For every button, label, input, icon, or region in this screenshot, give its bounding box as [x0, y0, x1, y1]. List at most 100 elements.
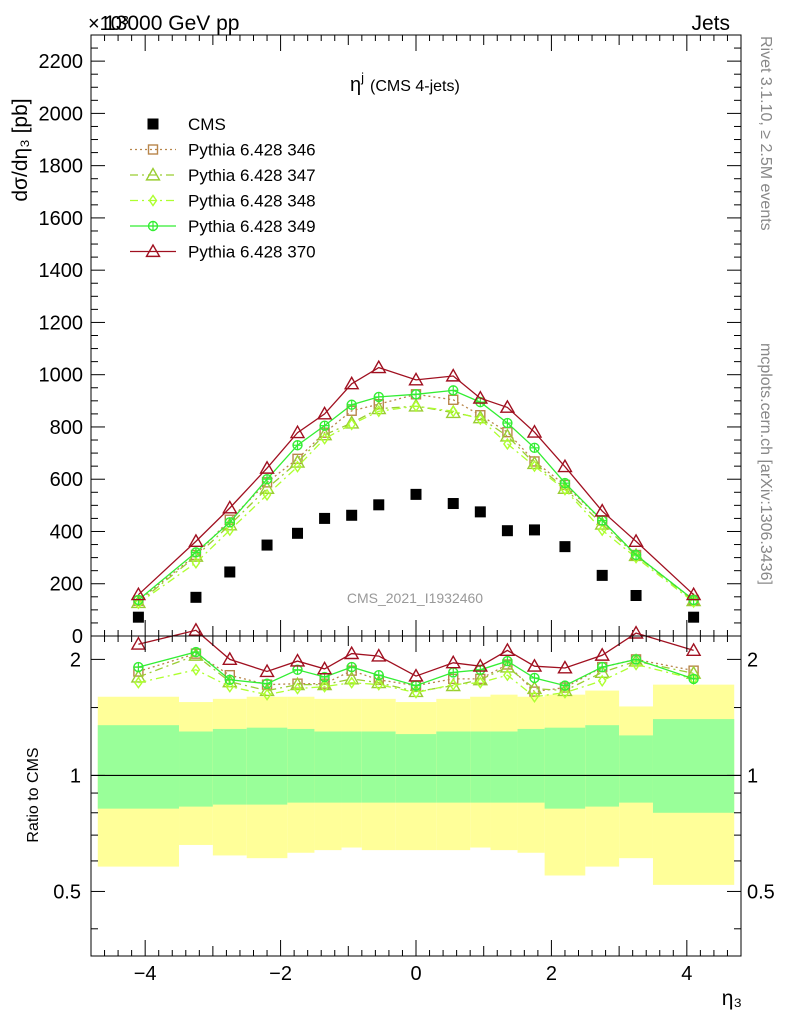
cms-data-point-6 [346, 509, 358, 521]
ratio-347-point-3 [259, 682, 275, 697]
ratio-347-point-7 [371, 674, 387, 689]
ratio-line-346 [138, 652, 694, 693]
ratio-348-point-11 [503, 668, 512, 682]
ratio-370-point-1 [188, 622, 204, 636]
cms-data-point-14 [596, 569, 608, 581]
ratio-347-point-11 [499, 659, 516, 673]
series-348-point-3 [262, 488, 272, 502]
series-370-point-16 [685, 586, 702, 601]
series-347-point-13 [557, 480, 573, 494]
ratio-349-point-15 [630, 654, 642, 665]
x-tick-label-3: 2 [546, 963, 557, 985]
legend-marker-349 [147, 220, 159, 232]
ratio-band-inner-3 [246, 727, 288, 805]
ratio-349-point-4 [292, 664, 303, 675]
ratio-uncertainty-bands [91, 684, 741, 885]
y-tick-label-7: 1400 [39, 260, 84, 282]
series-347-point-7 [371, 400, 387, 415]
ratio-370-point-16 [685, 642, 702, 657]
legend-marker-346 [147, 144, 159, 155]
series-348-point-1 [191, 556, 201, 570]
y-tick-label-4: 800 [50, 417, 83, 439]
y-axis-label: dσ/dη₃ [pb] [9, 98, 32, 201]
ratio-349-point-7 [373, 669, 384, 681]
ratio-370-point-15 [628, 625, 644, 639]
y-exponent-label: ×10³ [88, 13, 129, 35]
ratio-347-point-0 [130, 669, 147, 683]
ratio-348-point-1 [191, 663, 201, 676]
ratio-370-point-13 [557, 660, 573, 674]
analysis-watermark: CMS_2021_I1932460 [347, 590, 483, 606]
series-347-point-10 [472, 409, 489, 424]
legend-label-370: Pythia 6.428 370 [188, 243, 316, 262]
ratio-tick-label-right-2: 2 [747, 649, 758, 671]
cms-data-point-4 [292, 527, 304, 539]
series-line-348 [138, 405, 694, 604]
ratio-348-point-6 [347, 676, 357, 689]
ratio-band-inner-9 [436, 731, 471, 803]
series-349-point-4 [292, 440, 303, 451]
series-349-point-11 [502, 417, 513, 429]
ratio-370-point-7 [371, 648, 387, 662]
y-tick-label-8: 1600 [39, 208, 84, 230]
series-349-point-6 [346, 399, 357, 410]
ratio-347-point-5 [316, 676, 333, 691]
mcplots-reference-label: mcplots.cern.ch [arXiv:1306.3436] [757, 343, 774, 585]
ratio-370-point-10 [472, 658, 489, 672]
y-tick-label-0: 0 [72, 626, 83, 648]
ratio-band-inner-0 [97, 725, 180, 809]
ratio-370-point-9 [445, 654, 461, 669]
legend-marker-370 [145, 243, 161, 258]
ratio-348-point-7 [374, 678, 384, 691]
cms-data-point-11 [501, 525, 513, 537]
ratio-348-point-8 [411, 686, 421, 699]
ratio-370-point-8 [408, 668, 424, 682]
series-370-point-13 [557, 458, 573, 473]
ratio-348-point-5 [320, 680, 329, 693]
series-349-point-2 [224, 517, 236, 528]
ratio-347-point-10 [472, 671, 489, 686]
cms-data-point-5 [319, 512, 331, 524]
ratio-349-point-3 [261, 678, 273, 689]
plot-title-eta: η [350, 74, 361, 96]
ratio-370-point-3 [259, 663, 275, 678]
ratio-348-point-13 [560, 686, 570, 699]
series-347-point-2 [222, 517, 238, 531]
x-tick-label-4: 4 [681, 963, 692, 985]
y-tick-label-9: 1800 [39, 156, 84, 178]
ratio-tick-label-right-1: 1 [747, 765, 758, 787]
x-axis-label: η₃ [722, 987, 742, 1010]
ratio-band-inner-6 [341, 731, 362, 803]
ratio-348-point-12 [530, 690, 539, 703]
ratio-349-point-0 [133, 661, 144, 673]
cms-data-point-10 [474, 506, 486, 518]
ratio-band-inner-4 [287, 728, 315, 803]
series-348-point-11 [503, 437, 512, 451]
series-370-point-4 [289, 424, 306, 439]
ratio-band-inner-16 [652, 719, 735, 813]
series-line-347 [137, 405, 695, 604]
ratio-349-point-14 [596, 661, 608, 673]
ratio-346-point-12 [529, 686, 540, 697]
series-370-point-14 [594, 503, 610, 517]
ratio-349-point-8 [410, 680, 422, 691]
series-349-point-5 [319, 420, 330, 431]
series-347-point-5 [316, 426, 333, 441]
cms-data-point-1 [190, 591, 202, 603]
ratio-band-inner-5 [314, 731, 342, 803]
main-panel-axes: 0 200 400 600 800 1000 1200 1400 1600 1800 2000 220… [39, 34, 742, 648]
series-370-point-1 [188, 533, 204, 547]
plot-title-superscript: j [360, 70, 364, 85]
cms-data-point-12 [528, 524, 540, 536]
series-349-point-15 [630, 549, 642, 561]
series-370-point-3 [259, 460, 275, 474]
series-347-point-4 [289, 454, 306, 468]
legend-label-CMS: CMS [188, 115, 226, 134]
ratio-348-point-2 [225, 680, 235, 693]
ratio-band-inner-2 [212, 728, 247, 805]
cms-data-point-16 [688, 611, 700, 623]
series-347-point-11 [499, 428, 516, 442]
rivet-version-label: Rivet 3.1.10, ≥ 2.5M events [757, 36, 774, 231]
legend-marker-347 [145, 167, 161, 181]
legend-label-349: Pythia 6.428 349 [188, 217, 316, 236]
